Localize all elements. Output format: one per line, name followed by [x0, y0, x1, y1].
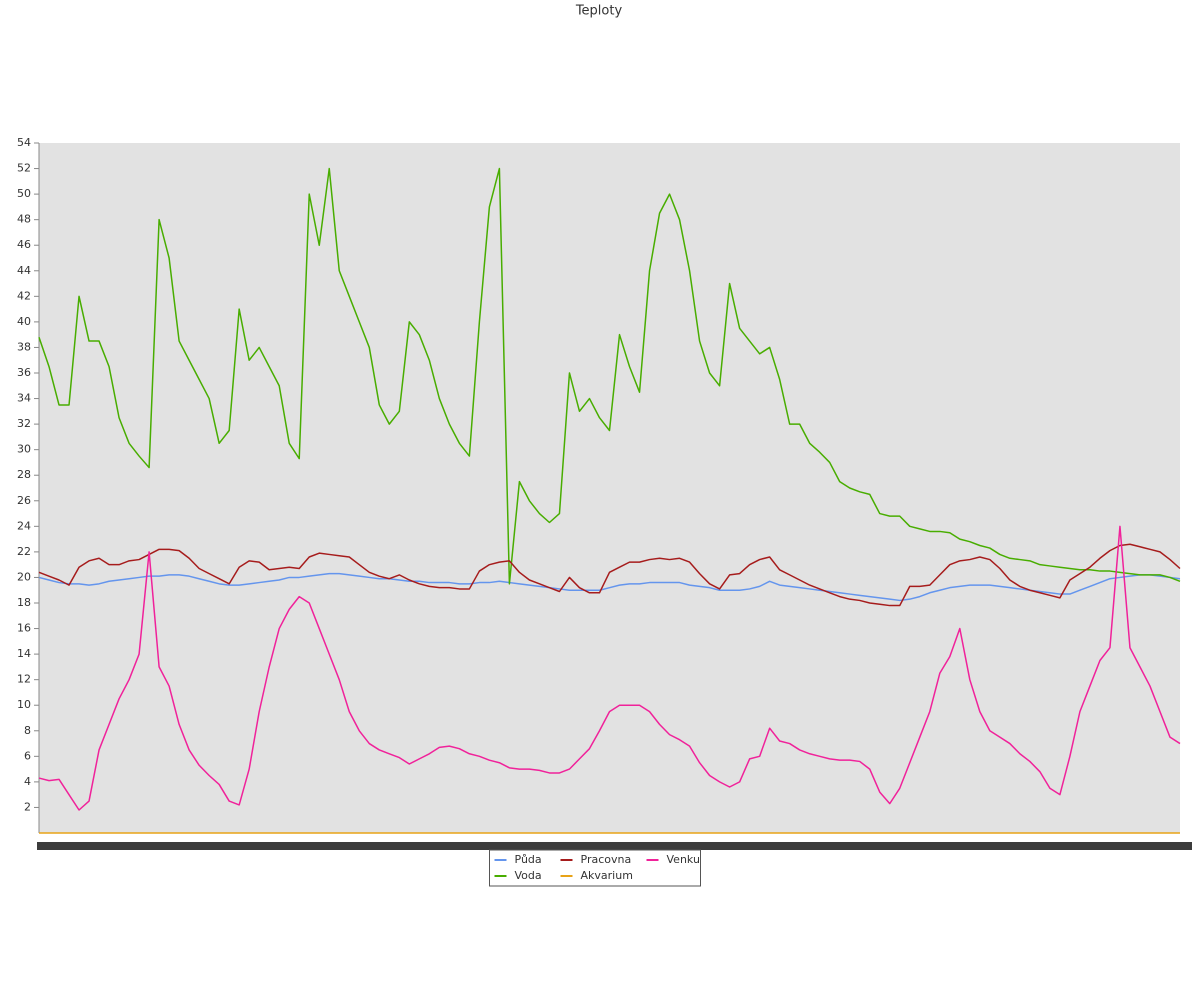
y-tick-label: 2 — [24, 800, 31, 813]
y-tick-label: 8 — [24, 724, 31, 737]
series-line — [38, 543, 1181, 607]
y-tick-label: 52 — [17, 162, 31, 175]
y-tick-label: 16 — [17, 622, 31, 635]
series-line — [38, 525, 1181, 811]
y-tick-label: 40 — [17, 315, 31, 328]
legend-label: Pracovna — [581, 853, 632, 866]
y-tick-label: 38 — [17, 340, 31, 353]
legend-label: Venku — [667, 853, 700, 866]
y-tick-label: 18 — [17, 596, 31, 609]
y-tick-label: 6 — [24, 749, 31, 762]
y-tick-label: 44 — [17, 264, 31, 277]
legend-label: Akvarium — [581, 869, 633, 882]
legend-label: Půda — [515, 853, 542, 866]
legend-box — [489, 849, 701, 887]
y-tick-label: 26 — [17, 494, 31, 507]
series-line — [38, 167, 1181, 585]
y-tick-label: 32 — [17, 417, 31, 430]
y-tick-label: 50 — [17, 187, 31, 200]
y-tick-label: 12 — [17, 673, 31, 686]
y-tick-label: 28 — [17, 468, 31, 481]
y-tick-label: 54 — [17, 136, 31, 149]
y-tick-label: 22 — [17, 545, 31, 558]
y-tick-label: 42 — [17, 289, 31, 302]
y-tick-label: 30 — [17, 443, 31, 456]
y-tick-label: 4 — [24, 775, 31, 788]
y-tick-label: 20 — [17, 570, 31, 583]
y-tick-label: 24 — [17, 519, 31, 532]
x-axis-label-band — [37, 842, 1192, 850]
chart-title: Teploty — [575, 4, 623, 19]
y-tick-label: 46 — [17, 238, 31, 251]
y-tick-label: 36 — [17, 366, 31, 379]
y-tick-label: 34 — [17, 392, 31, 405]
y-tick-label: 10 — [17, 698, 31, 711]
series-line — [38, 572, 1181, 602]
legend-label: Voda — [515, 869, 542, 882]
plot-area — [39, 143, 1180, 833]
y-tick-label: 14 — [17, 647, 31, 660]
y-tick-label: 48 — [17, 213, 31, 226]
